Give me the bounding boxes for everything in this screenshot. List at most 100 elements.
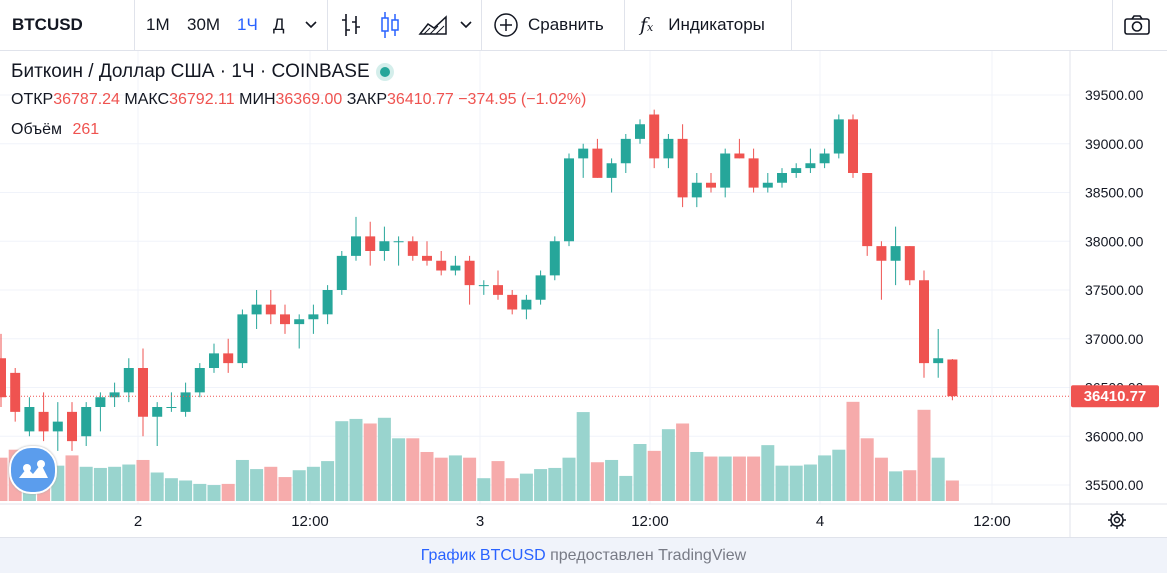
market-status-icon[interactable] xyxy=(379,66,390,77)
volume-bar xyxy=(647,450,661,501)
volume-bar xyxy=(661,429,675,501)
price-chart[interactable]: 39500.00 39000.00 38500.00 38000.00 37500.00… xyxy=(0,51,1167,537)
volume-value: 261 xyxy=(72,121,100,138)
interval-1m-button[interactable]: 1М xyxy=(146,15,170,34)
area-chart-icon[interactable] xyxy=(418,0,448,50)
volume-bar xyxy=(519,473,533,501)
volume-bar xyxy=(221,483,235,501)
candle-body xyxy=(280,314,290,325)
divider xyxy=(1112,0,1113,50)
interval-1d-button[interactable]: Д xyxy=(273,15,285,34)
symbol-search-button[interactable]: BTCUSD xyxy=(12,15,83,34)
volume-bar xyxy=(207,485,221,501)
candle-body xyxy=(24,407,35,432)
candle-body xyxy=(251,304,262,315)
volume-bar xyxy=(179,480,193,501)
close-label: ЗАКР xyxy=(346,91,388,108)
candle-body xyxy=(521,299,532,310)
price-axis-label: 35500.00 xyxy=(1085,477,1144,493)
top-toolbar: BTCUSD 1М 30М 1Ч Д Сравнить fx Индикатор… xyxy=(0,0,1167,51)
candle-body xyxy=(549,241,560,276)
candle-body xyxy=(720,153,731,188)
volume-bar xyxy=(491,461,505,501)
candle-body xyxy=(138,368,148,417)
candle-body xyxy=(152,407,163,417)
chevron-down-icon[interactable] xyxy=(460,0,472,50)
candle-body xyxy=(379,241,390,251)
price-axis-label: 37500.00 xyxy=(1085,282,1144,298)
candle-body xyxy=(38,411,49,432)
volume-bar xyxy=(676,423,690,501)
candle-body xyxy=(393,241,404,243)
indicators-button[interactable]: fx Индикаторы xyxy=(640,0,765,50)
candle-body xyxy=(450,265,461,271)
volume-bar xyxy=(150,472,164,501)
time-axis-label: 12:00 xyxy=(631,513,669,530)
bar-chart-icon[interactable] xyxy=(340,0,362,50)
volume-bar xyxy=(306,466,320,501)
candle-body xyxy=(81,407,92,437)
price-axis-label: 37000.00 xyxy=(1085,331,1144,347)
volume-bar xyxy=(576,412,590,501)
volume-legend: Объём 261 xyxy=(11,121,99,139)
time-axis-label: 12:00 xyxy=(973,513,1011,530)
candle-body xyxy=(933,358,944,364)
candle-body xyxy=(365,236,376,251)
candle-body xyxy=(805,163,816,169)
candle-body xyxy=(478,285,489,287)
volume-bar xyxy=(136,459,150,501)
volume-bar xyxy=(860,438,874,501)
volume-bar xyxy=(619,475,633,501)
volume-bar xyxy=(818,455,832,501)
volume-bar xyxy=(108,466,122,501)
candle-body xyxy=(819,153,830,164)
price-axis-label: 38500.00 xyxy=(1085,185,1144,201)
volume-label: Объём xyxy=(11,121,62,138)
tradingview-logo[interactable] xyxy=(9,446,57,494)
compare-button[interactable]: Сравнить xyxy=(493,0,604,50)
candle-body xyxy=(95,397,106,407)
candle-body xyxy=(10,372,21,412)
price-axis-label: 36000.00 xyxy=(1085,428,1144,444)
camera-icon[interactable] xyxy=(1123,0,1151,50)
candle-body xyxy=(691,182,702,198)
candle-body xyxy=(436,260,447,271)
volume-bar xyxy=(505,478,519,501)
time-axis-label: 2 xyxy=(134,513,142,530)
volume-bar xyxy=(235,459,249,501)
candle-body xyxy=(407,241,418,256)
candles-icon[interactable] xyxy=(379,0,401,50)
volume-bar xyxy=(945,480,959,501)
candle-body xyxy=(592,148,603,178)
interval-30m-button[interactable]: 30М xyxy=(187,15,221,34)
time-axis[interactable]: 2 12:00 3 12:00 4 12:00 xyxy=(134,513,1011,530)
volume-bar xyxy=(377,417,391,501)
volume-bar xyxy=(79,466,93,501)
volume-bar xyxy=(477,478,491,501)
candle-body xyxy=(947,359,958,397)
volume-bar xyxy=(832,449,846,501)
candle-body xyxy=(0,358,6,398)
chevron-down-icon[interactable] xyxy=(305,0,317,50)
volume-bar xyxy=(463,457,477,501)
volume-bar xyxy=(278,477,292,501)
candle-body xyxy=(734,153,745,159)
candle-body xyxy=(308,314,319,320)
candle-body xyxy=(123,368,134,393)
volume-bar xyxy=(448,455,462,501)
candle-body xyxy=(833,119,844,154)
settings-gear-icon[interactable] xyxy=(1108,511,1126,529)
price-axis[interactable]: 39500.00 39000.00 38500.00 38000.00 37500.00… xyxy=(1085,87,1144,493)
low-value: 36369.00 xyxy=(275,91,343,108)
volume-bar xyxy=(434,457,448,501)
interval-1h-button[interactable]: 1Ч xyxy=(237,15,258,34)
compare-label: Сравнить xyxy=(528,15,604,34)
close-value: 36410.77 xyxy=(387,91,454,108)
candle-body xyxy=(791,168,802,173)
volume-bar xyxy=(846,401,860,501)
volume-bar xyxy=(775,465,789,501)
candle-body xyxy=(862,173,873,247)
attribution-link[interactable]: График BTCUSD xyxy=(420,547,546,564)
candle-body xyxy=(109,392,120,398)
volume-bar xyxy=(392,438,406,501)
